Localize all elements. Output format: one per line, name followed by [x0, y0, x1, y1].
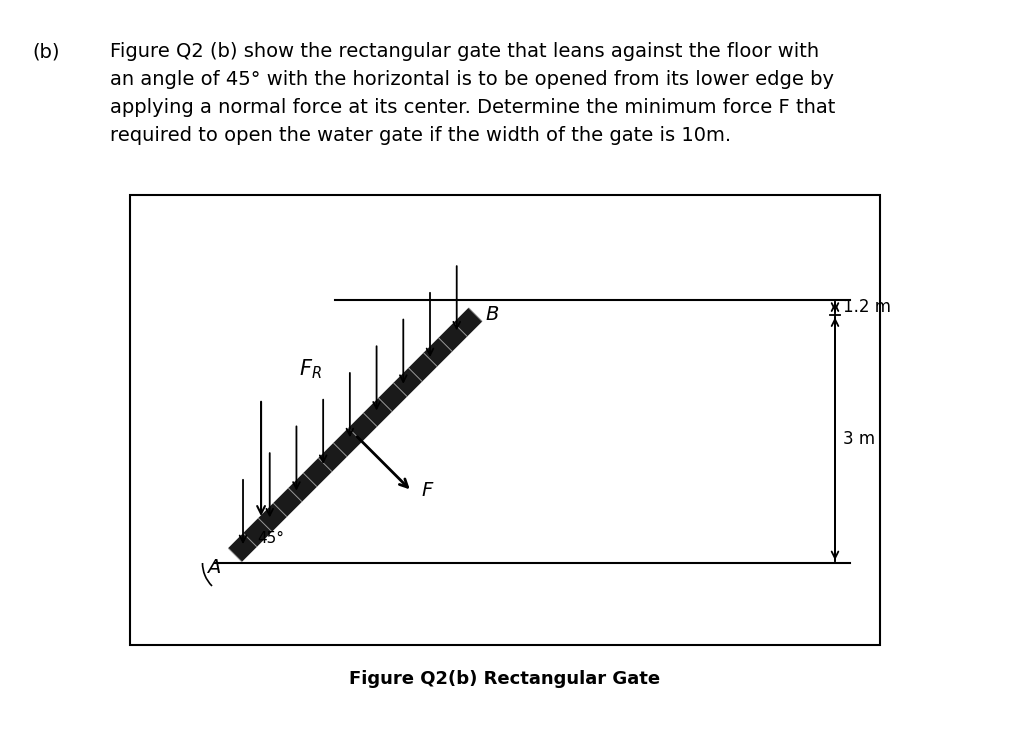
Text: Figure Q2 (b) show the rectangular gate that leans against the floor with
an ang: Figure Q2 (b) show the rectangular gate … — [110, 42, 836, 145]
Text: 45°: 45° — [257, 531, 284, 546]
Text: Figure Q2(b) Rectangular Gate: Figure Q2(b) Rectangular Gate — [349, 670, 660, 688]
Text: B: B — [485, 304, 499, 324]
Text: (b): (b) — [32, 42, 59, 61]
Text: A: A — [207, 558, 220, 577]
Text: 1.2 m: 1.2 m — [843, 298, 891, 316]
Text: 3 m: 3 m — [843, 430, 876, 448]
Bar — [130, 195, 880, 645]
Text: F: F — [422, 481, 433, 500]
Text: $F_R$: $F_R$ — [299, 358, 322, 382]
